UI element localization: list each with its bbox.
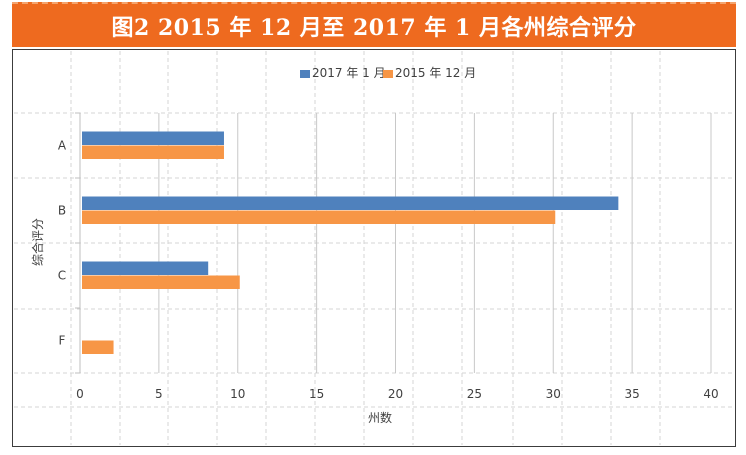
chart-title: 图2 2015 年 12 月至 2017 年 1 月各州综合评分 (111, 14, 637, 41)
x-tick-label: 5 (155, 387, 163, 401)
bar (82, 261, 209, 275)
category-axis (75, 112, 81, 374)
x-tick-label: 20 (388, 387, 403, 401)
x-tick-label: 35 (624, 387, 639, 401)
bar (82, 275, 240, 289)
legend-label: 2015 年 12 月 (395, 66, 476, 80)
dashed-background-grid (14, 51, 734, 445)
bar-series-group (82, 131, 619, 354)
bar (82, 340, 114, 354)
chart-frame (12, 49, 736, 447)
x-tick-label: 25 (467, 387, 482, 401)
x-tick-label: 30 (546, 387, 561, 401)
y-axis-title: 综合评分 (30, 218, 45, 266)
x-tick-labels: 0 5 10 15 20 25 30 35 40 (76, 387, 718, 401)
legend-label: 2017 年 1 月 (312, 66, 386, 80)
bar (82, 145, 224, 159)
bar (82, 196, 619, 210)
legend: 2017 年 1 月 2015 年 12 月 (300, 66, 476, 80)
category-label: F (59, 334, 66, 348)
x-tick-label: 0 (76, 387, 84, 401)
category-label: B (58, 204, 66, 218)
category-label: C (58, 269, 66, 283)
x-tick-label: 40 (703, 387, 718, 401)
title-banner: 图2 2015 年 12 月至 2017 年 1 月各州综合评分 (12, 2, 736, 47)
x-tick-label: 10 (230, 387, 245, 401)
x-tick-label: 15 (309, 387, 324, 401)
legend-swatch (383, 70, 393, 78)
category-label: A (58, 139, 67, 153)
bar (82, 131, 224, 145)
category-labels: A B C F (58, 139, 67, 348)
x-axis-title: 州数 (368, 410, 392, 425)
bar (82, 210, 556, 224)
legend-swatch (300, 70, 310, 78)
